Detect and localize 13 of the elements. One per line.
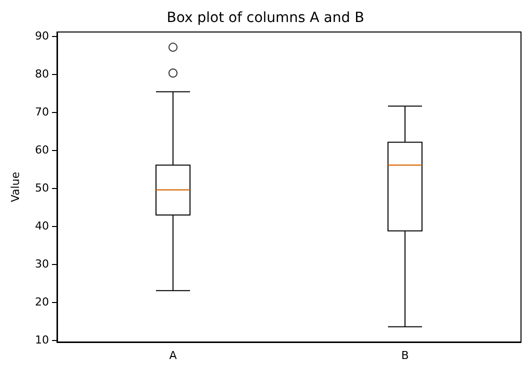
y-tick-label: 50: [35, 181, 49, 194]
x-tick-label: A: [169, 349, 178, 362]
y-axis-title: Value: [9, 172, 22, 202]
y-tick-label: 30: [35, 258, 49, 271]
y-tick-label: 10: [35, 334, 49, 347]
y-tick-label: 40: [35, 219, 49, 232]
y-tick-label: 70: [35, 105, 49, 118]
chart-title: Box plot of columns A and B: [166, 10, 364, 26]
y-tick-label: 60: [35, 143, 49, 156]
y-tick-label: 20: [35, 296, 49, 309]
y-tick-label: 90: [35, 29, 49, 42]
x-tick-label: B: [401, 349, 409, 362]
y-tick-label: 80: [35, 67, 49, 80]
